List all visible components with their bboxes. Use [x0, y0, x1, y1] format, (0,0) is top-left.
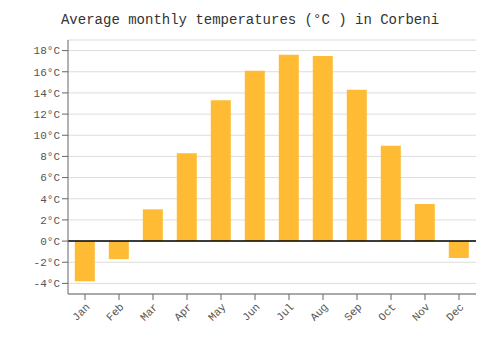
- svg-text:8°C: 8°C: [40, 151, 60, 163]
- svg-text:Nov: Nov: [410, 301, 433, 324]
- svg-text:Aug: Aug: [308, 301, 330, 323]
- svg-text:0°C: 0°C: [40, 236, 60, 248]
- svg-text:Jul: Jul: [274, 301, 296, 323]
- svg-text:-2°C: -2°C: [34, 257, 61, 269]
- svg-text:4°C: 4°C: [40, 194, 60, 206]
- svg-text:-4°C: -4°C: [34, 278, 61, 290]
- svg-text:Dec: Dec: [444, 301, 466, 323]
- svg-text:Sep: Sep: [342, 301, 364, 323]
- svg-text:14°C: 14°C: [34, 88, 61, 100]
- svg-text:Apr: Apr: [172, 301, 194, 323]
- svg-text:2°C: 2°C: [40, 215, 60, 227]
- svg-text:Oct: Oct: [376, 301, 398, 323]
- svg-text:Jun: Jun: [240, 301, 262, 323]
- svg-text:16°C: 16°C: [34, 67, 61, 79]
- html-text:Average monthly temperatures (: Average monthly temperatures (°C ) in Co…: [61, 12, 439, 28]
- svg-text:Jan: Jan: [70, 301, 92, 323]
- svg-text:6°C: 6°C: [40, 172, 60, 184]
- svg-text:18°C: 18°C: [34, 45, 61, 57]
- svg-text:Feb: Feb: [104, 301, 126, 323]
- svg-text:Mar: Mar: [138, 301, 160, 323]
- svg-text:10°C: 10°C: [34, 130, 61, 142]
- svg-text:May: May: [206, 301, 229, 324]
- svg-text:12°C: 12°C: [34, 109, 61, 121]
